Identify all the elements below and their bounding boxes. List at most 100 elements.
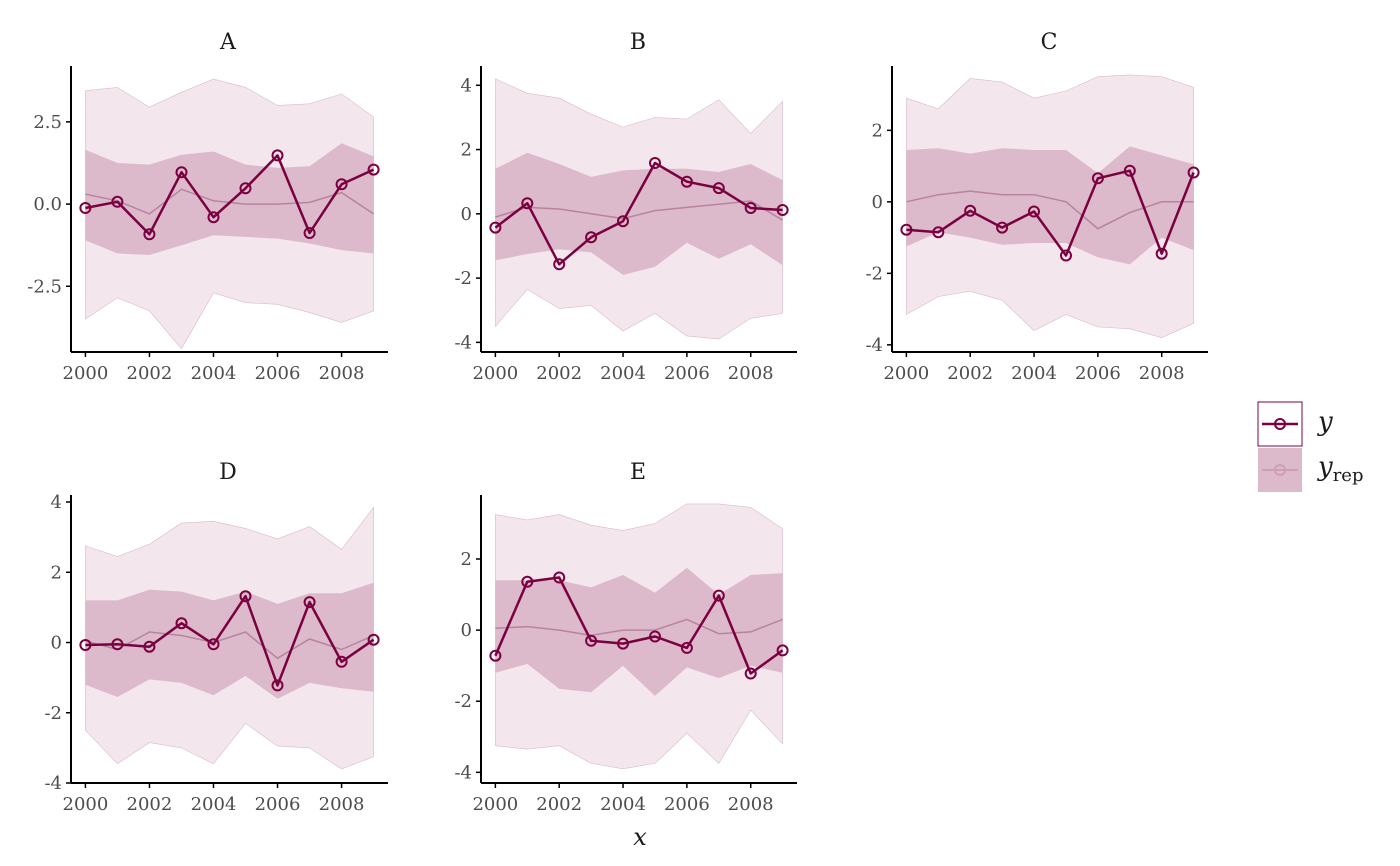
yrep-median-line <box>85 631 374 660</box>
y-point <box>964 204 977 217</box>
yrep-median-line <box>495 200 783 221</box>
y-point <box>521 575 534 588</box>
x-tick-label: 2008 <box>1139 363 1185 384</box>
y-tick-label: -2.5 <box>27 276 62 297</box>
y-point <box>271 149 284 162</box>
panel-A: A -2.5 0.0 2.5 2000 2002 2004 2006 2008 <box>27 30 388 384</box>
x-tick-label: 2002 <box>127 363 173 384</box>
panel-title: B <box>630 30 646 55</box>
x-tick-label: 2002 <box>536 794 582 815</box>
y-tick-label: 2 <box>461 549 472 570</box>
y-point <box>271 679 284 692</box>
y-tick-label: -2 <box>44 703 62 724</box>
y-point <box>996 221 1009 234</box>
y-point <box>1187 166 1200 179</box>
y-point <box>712 589 725 602</box>
legend: y yrep <box>1257 401 1363 492</box>
y-point <box>111 195 124 208</box>
y-tick-label: -4 <box>454 332 472 353</box>
y-tick-label: 0.0 <box>33 194 62 215</box>
panel-title: C <box>1041 30 1058 55</box>
x-tick-label: 2002 <box>127 794 173 815</box>
y-point <box>1028 205 1040 218</box>
y-tick-label: -2 <box>454 691 472 712</box>
y-point <box>489 221 502 234</box>
y-tick-label: -4 <box>454 762 472 783</box>
y-point <box>239 590 252 603</box>
y-point <box>1155 247 1168 260</box>
y-tick-label: 2 <box>872 120 883 141</box>
x-tick-label: 2004 <box>191 794 237 815</box>
y-point <box>585 231 598 244</box>
panel-B: B -4 -2 0 2 4 2000 2002 2004 2006 2008 <box>454 30 797 384</box>
x-tick-label: 2006 <box>255 363 301 384</box>
x-tick-label: 2006 <box>664 794 710 815</box>
y-series-line <box>494 576 784 675</box>
y-point <box>649 630 661 643</box>
panel-title: A <box>219 30 237 55</box>
x-tick-label: 2006 <box>1075 363 1121 384</box>
y-tick-label: -2 <box>454 268 472 289</box>
y-point <box>175 166 188 179</box>
legend-label-yrep: yrep <box>1317 452 1363 486</box>
y-point <box>680 641 693 654</box>
x-tick-label: 2008 <box>319 363 365 384</box>
y-series-line <box>85 154 375 236</box>
y-point <box>175 617 188 630</box>
legend-key-yrep-point <box>1274 464 1286 476</box>
y-tick-label: 0 <box>461 620 472 641</box>
legend-label-y: y <box>1317 407 1333 437</box>
y-tick-label: -4 <box>44 773 62 794</box>
y-point <box>776 644 789 657</box>
x-tick-label: 2004 <box>1011 363 1057 384</box>
y-tick-label: 0 <box>872 192 883 213</box>
panel-title: E <box>630 460 646 485</box>
y-point <box>553 258 566 271</box>
y-point <box>79 639 92 651</box>
y-point <box>649 157 661 169</box>
panel-C: C -4 -2 0 2 2000 2002 2004 2006 2008 <box>865 30 1208 384</box>
y-point <box>1091 172 1104 185</box>
yrep-inner-band <box>85 143 374 255</box>
y-point <box>367 163 380 176</box>
y-point <box>239 182 252 195</box>
x-tick-label: 2008 <box>728 794 774 815</box>
y-point <box>776 204 789 216</box>
legend-label-yrep-subscript: rep <box>1333 465 1364 486</box>
y-series-line <box>85 594 375 687</box>
y-point <box>744 202 757 214</box>
yrep-inner-band <box>906 146 1194 265</box>
y-tick-label: 2.5 <box>33 112 62 133</box>
y-tick-label: 4 <box>461 75 472 96</box>
y-point <box>489 649 502 662</box>
x-tick-label: 2004 <box>600 363 646 384</box>
y-tick-label: -2 <box>865 263 883 284</box>
x-tick-label: 2000 <box>63 794 109 815</box>
y-tick-label: 2 <box>461 140 472 161</box>
y-point <box>303 596 316 609</box>
panel-D: D -4 -2 0 2 4 2000 2002 2004 2006 2008 <box>44 460 388 815</box>
y-point <box>143 640 156 653</box>
y-tick-label: 0 <box>51 633 62 654</box>
y-point <box>617 215 629 228</box>
y-point <box>680 175 693 188</box>
y-point <box>207 638 220 651</box>
y-point <box>207 211 220 224</box>
y-point <box>521 197 534 210</box>
x-tick-label: 2000 <box>472 794 518 815</box>
panel-title: D <box>219 460 237 485</box>
x-tick-label: 2004 <box>600 794 646 815</box>
y-point <box>744 667 757 680</box>
legend-key-y-point <box>1274 418 1286 430</box>
y-tick-label: 0 <box>461 204 472 225</box>
x-tick-label: 2006 <box>664 363 710 384</box>
x-tick-label: 2000 <box>472 363 518 384</box>
x-tick-label: 2000 <box>63 363 109 384</box>
y-point <box>617 637 629 650</box>
x-axis-label: x <box>633 823 647 851</box>
x-tick-label: 2008 <box>319 794 365 815</box>
y-point <box>932 226 945 239</box>
x-tick-label: 2002 <box>536 363 582 384</box>
